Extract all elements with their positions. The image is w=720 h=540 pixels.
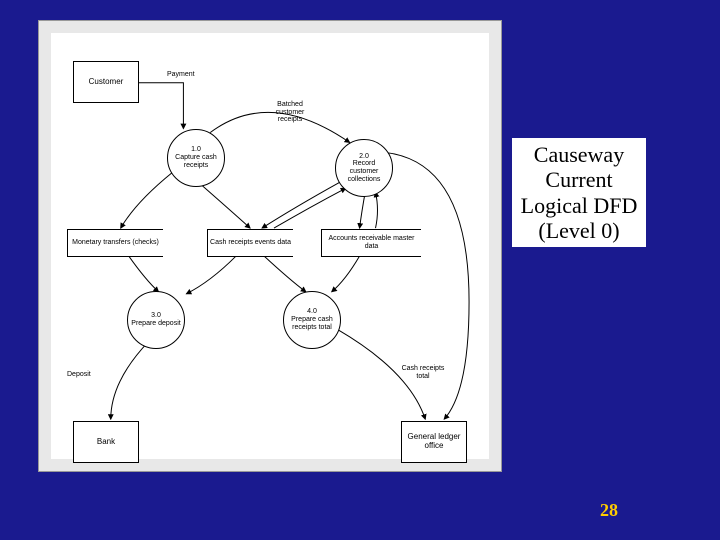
process-2-record-collections: 2.0 Record customer collections bbox=[335, 139, 393, 197]
process-4-prepare-totals: 4.0 Prepare cash receipts total bbox=[283, 291, 341, 349]
page-number: 28 bbox=[600, 500, 618, 521]
flow-label-cash-receipts-total: Cash receipts total bbox=[401, 365, 445, 380]
datastore-label: Monetary transfers (checks) bbox=[72, 239, 159, 247]
entity-general-ledger: General ledger office bbox=[401, 421, 467, 463]
datastore-label: Cash receipts events data bbox=[210, 239, 291, 247]
datastore-monetary-transfers: Monetary transfers (checks) bbox=[67, 229, 163, 257]
process-label: Prepare cash receipts total bbox=[286, 316, 338, 331]
flow-label-batched-receipts: Batched customer receipts bbox=[265, 101, 315, 124]
dfd-canvas: Customer Bank General ledger office 1.0 … bbox=[51, 33, 489, 459]
process-num: 4.0 bbox=[307, 308, 317, 316]
process-num: 3.0 bbox=[151, 312, 161, 320]
process-label: Record customer collections bbox=[338, 160, 390, 183]
datastore-label: Accounts receivable master data bbox=[324, 235, 419, 250]
flow-label-payment: Payment bbox=[167, 71, 195, 79]
process-1-capture-cash: 1.0 Capture cash receipts bbox=[167, 129, 225, 187]
datastore-cash-receipts: Cash receipts events data bbox=[207, 229, 293, 257]
process-label: Prepare deposit bbox=[131, 320, 180, 328]
entity-label: General ledger office bbox=[404, 433, 464, 451]
slide-title-text: Causeway Current Logical DFD (Level 0) bbox=[521, 142, 638, 243]
dfd-panel: Customer Bank General ledger office 1.0 … bbox=[38, 20, 502, 472]
flow-label-deposit: Deposit bbox=[67, 371, 91, 379]
entity-label: Bank bbox=[97, 438, 115, 447]
process-3-prepare-deposit: 3.0 Prepare deposit bbox=[127, 291, 185, 349]
process-num: 2.0 bbox=[359, 153, 369, 161]
entity-customer: Customer bbox=[73, 61, 139, 103]
entity-label: Customer bbox=[89, 78, 124, 87]
process-num: 1.0 bbox=[191, 146, 201, 154]
entity-bank: Bank bbox=[73, 421, 139, 463]
process-label: Capture cash receipts bbox=[170, 154, 222, 169]
datastore-ar-master: Accounts receivable master data bbox=[321, 229, 421, 257]
slide-title: Causeway Current Logical DFD (Level 0) bbox=[512, 138, 646, 247]
